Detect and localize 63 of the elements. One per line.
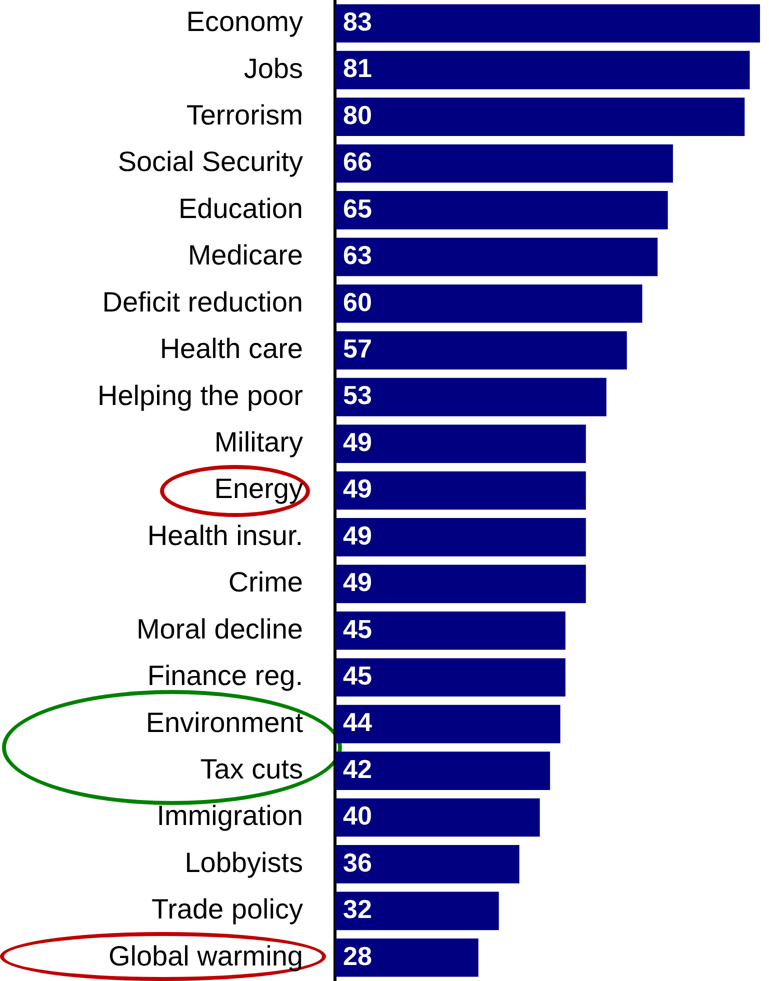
y-tick-label: Moral decline bbox=[136, 613, 303, 644]
bar bbox=[335, 331, 627, 370]
bar bbox=[335, 564, 586, 604]
y-tick-label: Crime bbox=[228, 566, 303, 598]
data-label: 65 bbox=[343, 193, 372, 224]
y-tick-label: Helping the poor bbox=[98, 380, 303, 411]
bar bbox=[335, 378, 606, 416]
data-label: 53 bbox=[343, 380, 372, 410]
y-tick-label: Trade policy bbox=[152, 894, 303, 925]
y-tick-label: Education bbox=[178, 192, 303, 224]
data-label: 57 bbox=[343, 334, 372, 364]
bar bbox=[335, 611, 566, 650]
bar bbox=[335, 518, 586, 556]
y-tick-label: Economy bbox=[186, 6, 303, 38]
y-tick-label: Environment bbox=[146, 706, 304, 738]
bar bbox=[335, 284, 642, 323]
y-tick-label: Health care bbox=[160, 333, 303, 364]
bar bbox=[335, 845, 520, 884]
data-label: 32 bbox=[343, 894, 372, 924]
y-tick-label: Health insur. bbox=[147, 520, 303, 551]
bar bbox=[335, 704, 560, 744]
y-tick-label: Jobs bbox=[244, 52, 303, 84]
bar bbox=[335, 798, 540, 837]
data-label: 81 bbox=[343, 53, 372, 84]
data-label: 45 bbox=[343, 660, 372, 691]
data-label: 83 bbox=[343, 6, 372, 37]
bar bbox=[335, 892, 499, 930]
bar bbox=[335, 144, 673, 183]
bar bbox=[335, 191, 668, 230]
data-label: 28 bbox=[343, 940, 372, 971]
y-tick-label: Energy bbox=[214, 473, 303, 504]
data-label: 44 bbox=[343, 707, 372, 738]
data-label: 49 bbox=[343, 426, 372, 457]
data-label: 42 bbox=[343, 754, 372, 784]
data-label: 63 bbox=[343, 240, 372, 270]
data-label: 49 bbox=[343, 520, 372, 550]
y-tick-label: Deficit reduction bbox=[102, 286, 303, 318]
data-label: 60 bbox=[343, 286, 372, 317]
data-label: 36 bbox=[343, 847, 372, 878]
y-tick-label: Immigration bbox=[156, 800, 303, 832]
y-tick-label: Tax cuts bbox=[200, 754, 303, 785]
data-label: 66 bbox=[343, 146, 372, 177]
bar bbox=[335, 658, 566, 697]
y-tick-label: Lobbyists bbox=[184, 846, 303, 878]
data-label: 80 bbox=[343, 100, 372, 130]
y-tick-label: Finance reg. bbox=[147, 660, 303, 692]
data-label: 49 bbox=[343, 567, 372, 598]
bar bbox=[335, 98, 745, 136]
bar bbox=[335, 424, 586, 463]
bar bbox=[335, 238, 658, 276]
data-label: 40 bbox=[343, 800, 372, 831]
bar bbox=[335, 938, 478, 977]
y-tick-label: Social Security bbox=[118, 146, 303, 178]
bar bbox=[335, 752, 550, 790]
bar bbox=[335, 4, 760, 43]
data-label: 45 bbox=[343, 614, 372, 644]
y-tick-label: Terrorism bbox=[186, 100, 303, 131]
y-tick-label: Medicare bbox=[188, 240, 303, 271]
bar bbox=[335, 471, 586, 510]
bar bbox=[335, 50, 750, 90]
y-tick-label: Global warming bbox=[108, 940, 303, 972]
y-tick-label: Military bbox=[214, 426, 303, 458]
data-label: 49 bbox=[343, 474, 372, 504]
